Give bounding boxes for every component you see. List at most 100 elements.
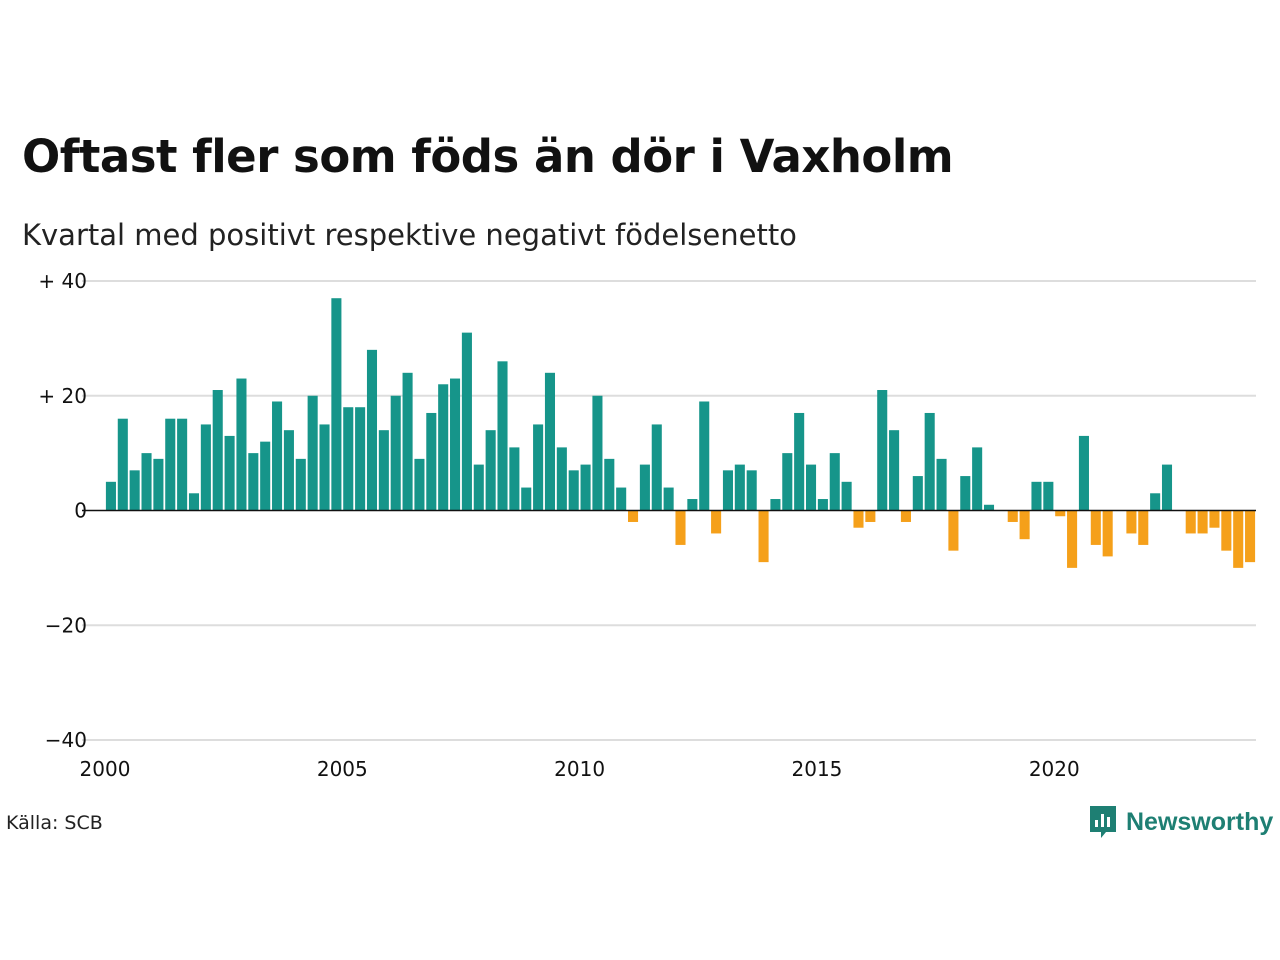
bar-positive (960, 476, 971, 511)
bar-positive (829, 453, 840, 511)
bar-negative (628, 510, 639, 522)
bar-positive (983, 504, 995, 511)
bar-positive (924, 412, 935, 511)
bar-positive (533, 424, 544, 511)
bar-negative (1090, 510, 1101, 545)
bar-positive (782, 453, 793, 511)
bar-positive (1078, 435, 1089, 511)
bar-positive (165, 418, 176, 511)
x-tick-label: 2015 (792, 757, 843, 781)
bar-positive (592, 395, 603, 511)
bar-positive (473, 464, 484, 511)
bar-positive (1150, 493, 1161, 511)
bar-negative (758, 510, 769, 563)
bar-positive (307, 395, 318, 511)
bar-negative (1221, 510, 1232, 551)
bar-positive (580, 464, 591, 511)
gridlines (82, 280, 1256, 741)
bar-positive (450, 378, 461, 511)
bar-negative (1067, 510, 1078, 568)
bar-positive (734, 464, 745, 511)
bar-positive (248, 453, 259, 511)
bar-positive (331, 298, 342, 511)
bar-positive (141, 453, 152, 511)
bar-negative (948, 510, 959, 551)
bar-negative (865, 510, 876, 522)
bar-positive (1161, 464, 1173, 511)
bar-positive (497, 361, 508, 511)
axes: + 40 + 20 0 −20 −40 2000 2005 2010 2015 2020 (38, 269, 1256, 781)
bar-positive (770, 499, 781, 511)
bar-positive (295, 458, 306, 511)
bar-positive (390, 395, 401, 511)
bar-positive (414, 458, 425, 511)
x-tick-label: 2010 (554, 757, 605, 781)
chart-subtitle: Kvartal med positivt respektive negativt… (22, 218, 797, 252)
bar-positive (224, 435, 235, 511)
bar-positive (200, 424, 211, 511)
source-note: Källa: SCB (6, 812, 103, 834)
bar-positive (509, 447, 520, 511)
x-tick-label: 2000 (80, 757, 131, 781)
bar-positive (841, 481, 852, 511)
bar-positive (877, 390, 888, 511)
bar-positive (912, 476, 923, 511)
brand-name: Newsworthy (1126, 807, 1274, 836)
bar-positive (663, 487, 674, 511)
bar-positive (117, 418, 128, 511)
bar-positive (129, 470, 140, 511)
bar-positive (272, 401, 283, 511)
newsworthy-icon (1090, 806, 1116, 838)
bar-negative (1102, 510, 1113, 557)
bar-positive (544, 372, 556, 511)
y-tick-label: −20 (45, 613, 87, 637)
bar-negative (1019, 510, 1030, 540)
brand-logo[interactable]: Newsworthy (1088, 804, 1273, 840)
bar-positive (153, 458, 164, 511)
bar-positive (402, 372, 413, 511)
bar-positive (794, 412, 805, 511)
bar-positive (556, 447, 567, 511)
bar-negative (1138, 510, 1149, 545)
bar-positive (639, 464, 650, 511)
bar-positive (722, 470, 733, 511)
bar-positive (1043, 481, 1054, 511)
bar-positive (568, 470, 579, 511)
bar-positive (366, 349, 378, 511)
bar-negative (900, 510, 911, 522)
bar-positive (936, 458, 947, 511)
y-tick-label: 0 (74, 499, 87, 523)
bar-positive (817, 499, 828, 511)
bar-negative (1197, 510, 1208, 534)
bar-positive (687, 499, 698, 511)
bar-positive (319, 424, 330, 511)
bar-positive (746, 470, 757, 511)
chart-title: Oftast fler som föds än dör i Vaxholm (22, 130, 954, 183)
bar-positive (105, 481, 116, 511)
x-tick-label: 2005 (317, 757, 368, 781)
bar-positive (461, 332, 472, 511)
y-tick-label: + 40 (38, 269, 87, 293)
bar-positive (604, 458, 615, 511)
x-tick-label: 2020 (1029, 757, 1080, 781)
bar-positive (485, 430, 496, 511)
bar-negative (1126, 510, 1137, 534)
y-tick-label: −40 (45, 728, 87, 752)
bar-positive (972, 447, 983, 511)
bar-positive (651, 424, 662, 511)
bar-positive (177, 418, 188, 511)
bar-positive (616, 487, 627, 511)
bar-positive (212, 390, 223, 511)
bar-negative (1209, 510, 1220, 528)
y-tick-label: + 20 (38, 384, 87, 408)
bar-positive (343, 407, 354, 511)
bar-positive (889, 430, 900, 511)
bar-negative (675, 510, 686, 545)
bar-positive (521, 487, 532, 511)
bar-positive (426, 412, 437, 511)
bar-negative (1233, 510, 1244, 568)
bar-negative (1055, 510, 1066, 517)
bars (105, 298, 1256, 568)
bar-positive (188, 493, 200, 511)
bar-negative (711, 510, 722, 534)
